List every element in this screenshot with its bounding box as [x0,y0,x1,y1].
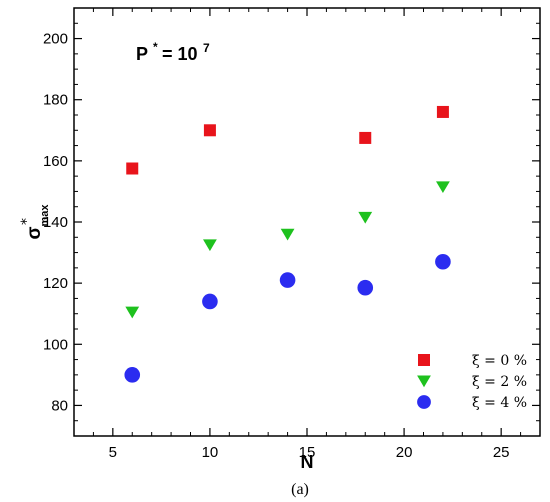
series-0 [126,105,449,175]
legend-entry: ξ = 0 % [418,353,527,369]
legend-entry: ξ = 4 % [417,395,527,411]
data-point [203,239,217,252]
y-axis-title: σmax * [19,204,51,240]
figure-caption: (a) [291,481,309,498]
data-point [126,162,139,175]
y-tick-label: 100 [43,336,68,353]
data-point [436,181,450,194]
x-axis-title: N [301,452,314,472]
legend-label: ξ = 4 % [472,395,527,411]
legend-entry: ξ = 2 % [417,374,527,390]
svg-text:*: * [19,218,35,225]
data-point [358,211,373,224]
svg-text:P: P [136,44,148,64]
x-tick-label: 5 [109,444,117,461]
axis-ticks [73,7,541,437]
svg-text:= 10: = 10 [162,44,198,64]
x-tick-label: 25 [493,444,510,461]
data-point [125,306,140,319]
y-tick-label: 80 [51,397,68,414]
data-marks [124,105,451,383]
legend-label: ξ = 2 % [472,374,527,390]
y-tick-label: 180 [43,92,68,109]
data-point [436,105,449,118]
y-tick-label: 120 [43,275,68,292]
legend-marker [417,375,431,388]
x-tick-label: 20 [396,444,413,461]
svg-text:*: * [153,40,158,54]
legend-label: ξ = 0 % [472,353,527,369]
y-tick-label: 200 [43,31,68,48]
y-tick-label: 140 [43,214,68,231]
data-point [124,367,141,383]
data-point [203,124,216,137]
svg-text:7: 7 [203,41,210,55]
legend: ξ = 0 % ξ = 2 % ξ = 4 % [417,353,527,411]
x-tick-label: 10 [202,444,219,461]
data-point [357,279,374,296]
plot-frame [73,7,541,437]
y-tick-label: 160 [43,153,68,170]
data-point [435,253,451,270]
legend-marker [417,395,431,409]
series-2 [124,253,451,383]
annotation-p-star: P * = 10 7 [136,40,210,64]
x-tick-label: 15 [299,444,316,461]
data-point [359,131,372,144]
data-point [279,272,296,288]
legend-marker [418,354,430,366]
series-1 [125,181,450,319]
axis-tick-labels: 5 10 15 20 25 80 100 120 140 160 180 200 [43,31,510,461]
data-point [280,228,295,241]
data-point [202,293,218,310]
